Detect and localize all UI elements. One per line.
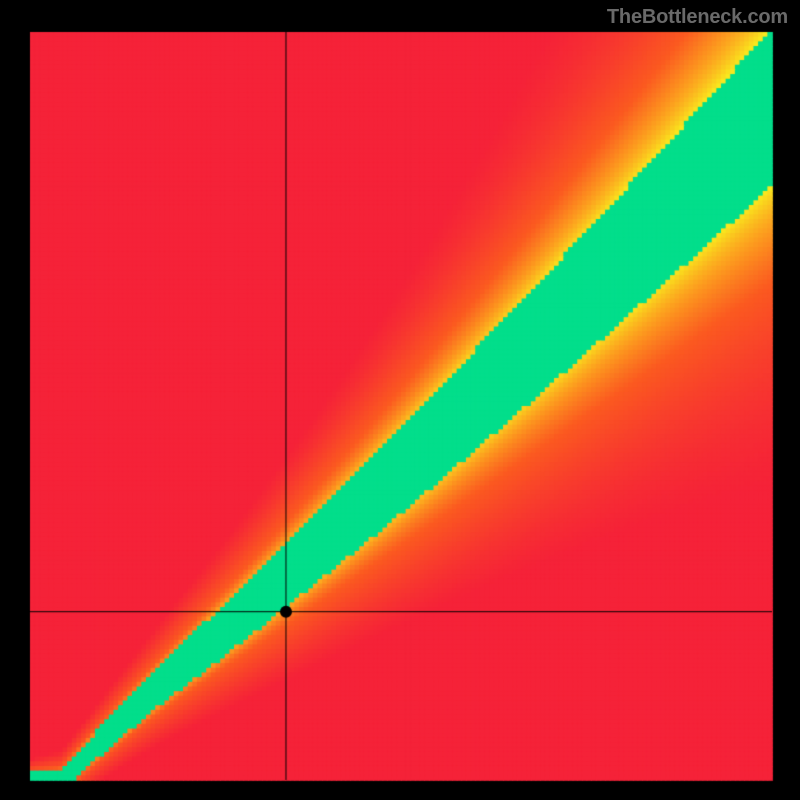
bottleneck-heatmap: [0, 0, 800, 800]
watermark-text: TheBottleneck.com: [607, 6, 788, 29]
